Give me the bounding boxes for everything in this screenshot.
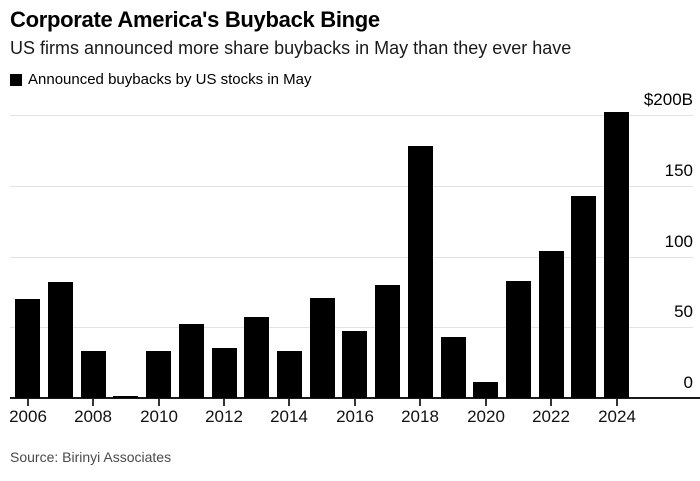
y-axis-label-200: $200B xyxy=(643,90,693,109)
x-axis-label-2016: 2016 xyxy=(336,407,374,426)
bar-2015[interactable] xyxy=(310,298,335,398)
x-tick-2024 xyxy=(616,399,618,406)
legend-swatch-icon xyxy=(10,73,22,86)
bar-2017[interactable] xyxy=(375,285,400,398)
gridline-200 xyxy=(10,115,693,116)
bar-2006[interactable] xyxy=(15,299,40,398)
bar-2010[interactable] xyxy=(146,351,171,398)
bar-2018[interactable] xyxy=(408,146,433,398)
legend: Announced buybacks by US stocks in May xyxy=(10,71,311,88)
x-axis-label-2012: 2012 xyxy=(205,407,243,426)
x-tick-2012 xyxy=(223,399,225,406)
x-tick-2008 xyxy=(92,399,94,406)
bar-2023[interactable] xyxy=(571,196,596,398)
x-tick-2014 xyxy=(288,399,290,406)
y-axis-label-100: 100 xyxy=(664,232,693,251)
x-axis-label-2010: 2010 xyxy=(140,407,178,426)
bar-2022[interactable] xyxy=(539,251,564,398)
x-tick-2020 xyxy=(485,399,487,406)
chart-title: Corporate America's Buyback Binge xyxy=(10,7,380,32)
x-axis-line xyxy=(10,397,700,399)
bar-2020[interactable] xyxy=(473,382,498,398)
bar-2007[interactable] xyxy=(48,282,73,398)
x-tick-2018 xyxy=(419,399,421,406)
bar-2019[interactable] xyxy=(441,337,466,398)
gridline-100 xyxy=(10,257,693,258)
bar-2013[interactable] xyxy=(244,317,269,398)
gridline-150 xyxy=(10,186,693,187)
x-tick-2006 xyxy=(27,399,29,406)
gridline-50 xyxy=(10,327,693,328)
x-tick-2010 xyxy=(158,399,160,406)
x-axis-label-2014: 2014 xyxy=(270,407,308,426)
y-axis-label-0: 0 xyxy=(683,373,693,392)
bar-2008[interactable] xyxy=(81,351,106,398)
chart-subtitle: US firms announced more share buybacks i… xyxy=(10,38,572,58)
x-axis-label-2024: 2024 xyxy=(598,407,636,426)
source-attribution: Source: Birinyi Associates xyxy=(10,449,172,465)
bar-2021[interactable] xyxy=(506,281,531,398)
bar-2024[interactable] xyxy=(604,112,629,398)
bar-2014[interactable] xyxy=(277,351,302,398)
bar-2012[interactable] xyxy=(212,348,237,398)
y-axis-label-50: 50 xyxy=(674,302,693,321)
legend-label: Announced buybacks by US stocks in May xyxy=(28,71,312,88)
bar-2016[interactable] xyxy=(342,331,367,398)
x-axis-label-2018: 2018 xyxy=(401,407,439,426)
x-axis-label-2008: 2008 xyxy=(74,407,112,426)
x-axis-label-2020: 2020 xyxy=(467,407,505,426)
bar-2011[interactable] xyxy=(179,324,204,398)
x-axis-label-2006: 2006 xyxy=(9,407,47,426)
x-tick-2022 xyxy=(550,399,552,406)
x-axis-label-2022: 2022 xyxy=(532,407,570,426)
bar-2009[interactable] xyxy=(113,396,138,398)
y-axis-label-150: 150 xyxy=(664,161,693,180)
x-tick-2016 xyxy=(354,399,356,406)
